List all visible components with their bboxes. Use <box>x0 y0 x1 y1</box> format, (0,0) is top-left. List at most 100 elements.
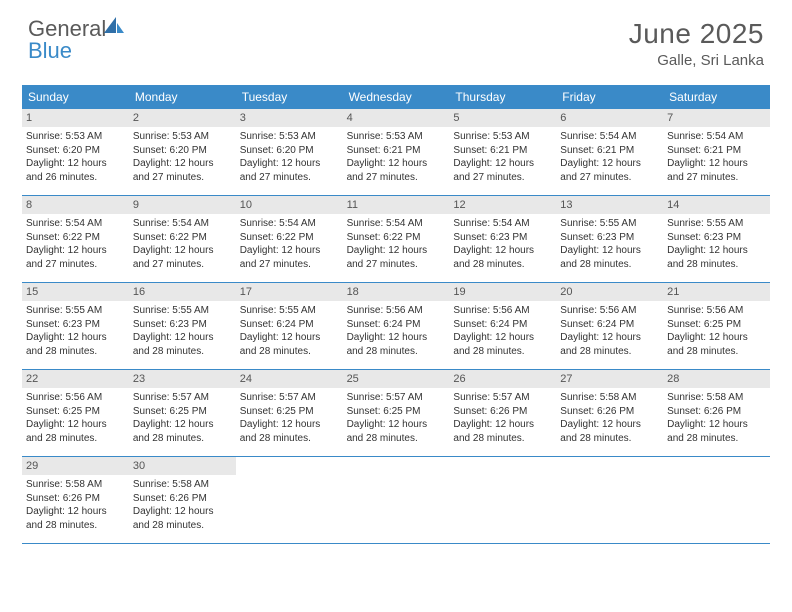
weekday-monday: Monday <box>129 85 236 109</box>
day-cell-18: 18 Sunrise: 5:56 AMSunset: 6:24 PMDayligh… <box>343 283 450 369</box>
day-number: 16 <box>129 283 236 301</box>
day-cell-16: 16 Sunrise: 5:55 AMSunset: 6:23 PMDayligh… <box>129 283 236 369</box>
day-body: Sunrise: 5:57 AMSunset: 6:25 PMDaylight:… <box>240 391 339 445</box>
day-cell-25: 25 Sunrise: 5:57 AMSunset: 6:25 PMDayligh… <box>343 370 450 456</box>
day-number: 23 <box>129 370 236 388</box>
day-body: Sunrise: 5:58 AMSunset: 6:26 PMDaylight:… <box>560 391 659 445</box>
day-number: 24 <box>236 370 343 388</box>
day-cell-17: 17Sunrise: 5:55 AMSunset: 6:24 PMDayligh… <box>236 283 343 369</box>
day-body: Sunrise: 5:56 AMSunset: 6:25 PMDaylight:… <box>26 391 125 445</box>
day-cell-29: 29 Sunrise: 5:58 AMSunset: 6:26 PMDayligh… <box>22 457 129 543</box>
day-number: 11 <box>343 196 450 214</box>
day-body: Sunrise: 5:54 AMSunset: 6:22 PMDaylight:… <box>26 217 125 271</box>
day-cell-3: 3 Sunrise: 5:53 AMSunset: 6:20 PMDaylight… <box>236 109 343 195</box>
day-body: Sunrise: 5:58 AMSunset: 6:26 PMDaylight:… <box>667 391 766 445</box>
day-cell-24: 24 Sunrise: 5:57 AMSunset: 6:25 PMDayligh… <box>236 370 343 456</box>
day-cell-11: 11Sunrise: 5:54 AMSunset: 6:22 PMDayligh… <box>343 196 450 282</box>
day-number: 9 <box>129 196 236 214</box>
day-number: 26 <box>449 370 556 388</box>
day-body: Sunrise: 5:56 AMSunset: 6:24 PMDaylight:… <box>560 304 659 358</box>
day-cell-5: 5 Sunrise: 5:53 AMSunset: 6:21 PMDaylight… <box>449 109 556 195</box>
location-text: Galle, Sri Lanka <box>629 52 764 69</box>
month-title: June 2025 <box>629 18 764 50</box>
brand-logo: General Blue <box>28 18 126 62</box>
day-body: Sunrise: 5:53 AMSunset: 6:21 PMDaylight:… <box>347 130 446 184</box>
day-number: 4 <box>343 109 450 127</box>
day-body: Sunrise: 5:57 AMSunset: 6:25 PMDaylight:… <box>133 391 232 445</box>
calendar: SundayMondayTuesdayWednesdayThursdayFrid… <box>22 85 770 544</box>
day-cell-2: 2 Sunrise: 5:53 AMSunset: 6:20 PMDaylight… <box>129 109 236 195</box>
day-cell-empty <box>556 457 663 543</box>
weekday-header-row: SundayMondayTuesdayWednesdayThursdayFrid… <box>22 85 770 109</box>
day-body: Sunrise: 5:54 AMSunset: 6:22 PMDaylight:… <box>133 217 232 271</box>
day-body: Sunrise: 5:55 AMSunset: 6:23 PMDaylight:… <box>26 304 125 358</box>
day-cell-empty <box>343 457 450 543</box>
day-number: 13 <box>556 196 663 214</box>
day-cell-9: 9 Sunrise: 5:54 AMSunset: 6:22 PMDaylight… <box>129 196 236 282</box>
day-cell-19: 19 Sunrise: 5:56 AMSunset: 6:24 PMDayligh… <box>449 283 556 369</box>
header: General Blue June 2025 Galle, Sri Lanka <box>0 0 792 77</box>
day-cell-23: 23 Sunrise: 5:57 AMSunset: 6:25 PMDayligh… <box>129 370 236 456</box>
week-row: 8Sunrise: 5:54 AMSunset: 6:22 PMDaylight… <box>22 196 770 283</box>
weeks-grid: 1Sunrise: 5:53 AMSunset: 6:20 PMDaylight… <box>22 109 770 544</box>
day-cell-21: 21 Sunrise: 5:56 AMSunset: 6:25 PMDayligh… <box>663 283 770 369</box>
day-number: 25 <box>343 370 450 388</box>
weekday-friday: Friday <box>556 85 663 109</box>
day-cell-15: 15Sunrise: 5:55 AMSunset: 6:23 PMDayligh… <box>22 283 129 369</box>
logo-text-wrap: General Blue <box>28 18 126 62</box>
weekday-wednesday: Wednesday <box>343 85 450 109</box>
week-row: 1Sunrise: 5:53 AMSunset: 6:20 PMDaylight… <box>22 109 770 196</box>
day-number: 7 <box>663 109 770 127</box>
day-body: Sunrise: 5:54 AMSunset: 6:23 PMDaylight:… <box>453 217 552 271</box>
day-number: 17 <box>236 283 343 301</box>
day-body: Sunrise: 5:58 AMSunset: 6:26 PMDaylight:… <box>133 478 232 532</box>
day-cell-22: 22Sunrise: 5:56 AMSunset: 6:25 PMDayligh… <box>22 370 129 456</box>
day-cell-empty <box>236 457 343 543</box>
weekday-saturday: Saturday <box>663 85 770 109</box>
day-number: 29 <box>22 457 129 475</box>
day-number: 2 <box>129 109 236 127</box>
day-cell-8: 8Sunrise: 5:54 AMSunset: 6:22 PMDaylight… <box>22 196 129 282</box>
day-body: Sunrise: 5:53 AMSunset: 6:21 PMDaylight:… <box>453 130 552 184</box>
day-number: 20 <box>556 283 663 301</box>
logo-text: General Blue <box>28 18 126 62</box>
day-cell-12: 12Sunrise: 5:54 AMSunset: 6:23 PMDayligh… <box>449 196 556 282</box>
day-cell-1: 1Sunrise: 5:53 AMSunset: 6:20 PMDaylight… <box>22 109 129 195</box>
day-cell-7: 7 Sunrise: 5:54 AMSunset: 6:21 PMDaylight… <box>663 109 770 195</box>
day-number: 28 <box>663 370 770 388</box>
day-number: 5 <box>449 109 556 127</box>
logo-text-part2: Blue <box>28 38 72 63</box>
day-body: Sunrise: 5:56 AMSunset: 6:24 PMDaylight:… <box>347 304 446 358</box>
day-body: Sunrise: 5:55 AMSunset: 6:23 PMDaylight:… <box>133 304 232 358</box>
week-row: 15Sunrise: 5:55 AMSunset: 6:23 PMDayligh… <box>22 283 770 370</box>
day-cell-13: 13 Sunrise: 5:55 AMSunset: 6:23 PMDayligh… <box>556 196 663 282</box>
day-number: 21 <box>663 283 770 301</box>
day-number: 14 <box>663 196 770 214</box>
day-number: 10 <box>236 196 343 214</box>
day-cell-20: 20 Sunrise: 5:56 AMSunset: 6:24 PMDayligh… <box>556 283 663 369</box>
day-body: Sunrise: 5:56 AMSunset: 6:24 PMDaylight:… <box>453 304 552 358</box>
day-cell-4: 4 Sunrise: 5:53 AMSunset: 6:21 PMDaylight… <box>343 109 450 195</box>
day-number: 30 <box>129 457 236 475</box>
day-body: Sunrise: 5:57 AMSunset: 6:26 PMDaylight:… <box>453 391 552 445</box>
week-row: 22Sunrise: 5:56 AMSunset: 6:25 PMDayligh… <box>22 370 770 457</box>
day-number: 3 <box>236 109 343 127</box>
day-number: 6 <box>556 109 663 127</box>
day-body: Sunrise: 5:54 AMSunset: 6:21 PMDaylight:… <box>667 130 766 184</box>
day-body: Sunrise: 5:57 AMSunset: 6:25 PMDaylight:… <box>347 391 446 445</box>
day-body: Sunrise: 5:55 AMSunset: 6:23 PMDaylight:… <box>560 217 659 271</box>
day-cell-6: 6Sunrise: 5:54 AMSunset: 6:21 PMDaylight… <box>556 109 663 195</box>
day-body: Sunrise: 5:53 AMSunset: 6:20 PMDaylight:… <box>133 130 232 184</box>
weekday-tuesday: Tuesday <box>236 85 343 109</box>
day-body: Sunrise: 5:58 AMSunset: 6:26 PMDaylight:… <box>26 478 125 532</box>
day-body: Sunrise: 5:54 AMSunset: 6:22 PMDaylight:… <box>240 217 339 271</box>
day-cell-empty <box>663 457 770 543</box>
day-body: Sunrise: 5:53 AMSunset: 6:20 PMDaylight:… <box>240 130 339 184</box>
day-body: Sunrise: 5:53 AMSunset: 6:20 PMDaylight:… <box>26 130 125 184</box>
logo-sail-icon <box>104 13 126 38</box>
day-body: Sunrise: 5:56 AMSunset: 6:25 PMDaylight:… <box>667 304 766 358</box>
day-number: 19 <box>449 283 556 301</box>
day-number: 18 <box>343 283 450 301</box>
day-cell-26: 26 Sunrise: 5:57 AMSunset: 6:26 PMDayligh… <box>449 370 556 456</box>
weekday-thursday: Thursday <box>449 85 556 109</box>
